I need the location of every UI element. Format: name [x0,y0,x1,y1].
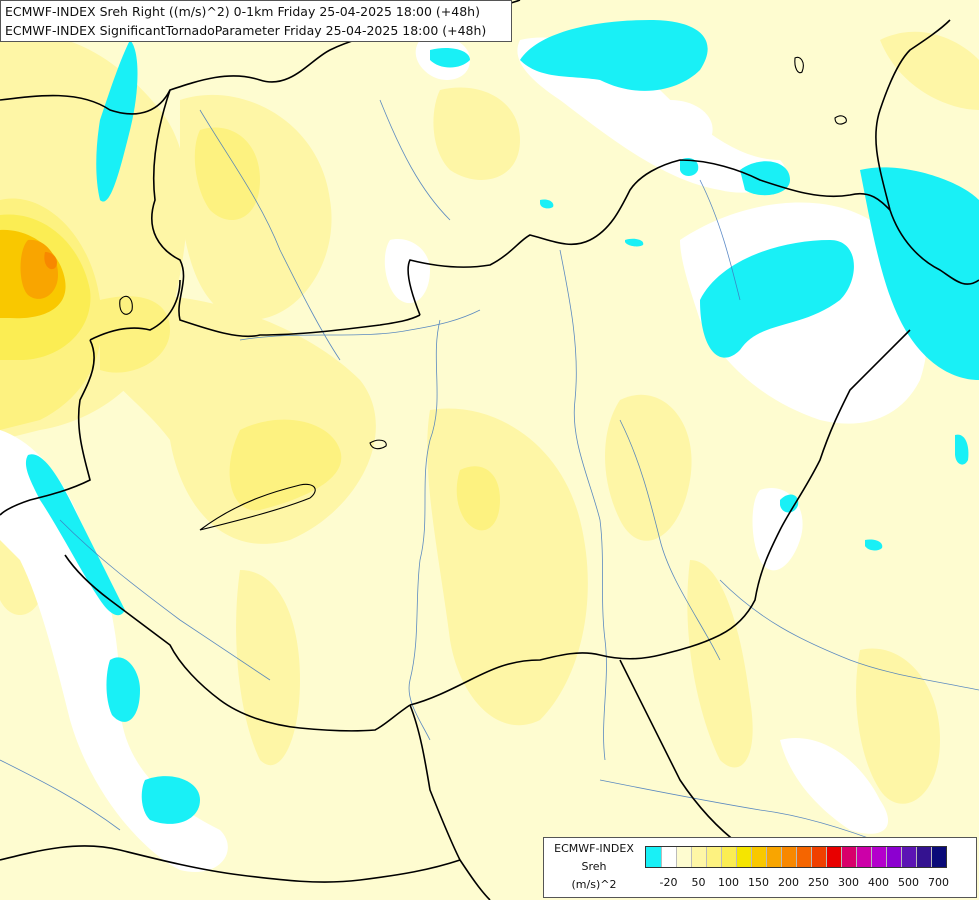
legend-swatch [826,847,841,867]
sreh-field-orange [0,214,91,360]
legend-tick-label: 200 [778,876,799,889]
legend-swatch [706,847,721,867]
legend-tick-label: 100 [718,876,739,889]
legend-swatch [871,847,886,867]
legend-swatch [646,847,661,867]
legend-tick-label: 150 [748,876,769,889]
legend-swatch [886,847,901,867]
legend-title-line-1: ECMWF-INDEX [554,842,634,855]
legend-swatch [901,847,916,867]
legend-tick-label: 400 [868,876,889,889]
legend-swatch [751,847,766,867]
legend-tick-label: -20 [659,876,678,889]
legend-tick-label: 700 [928,876,949,889]
legend-swatch [916,847,931,867]
legend-swatch [766,847,781,867]
legend-color-scale [645,846,947,868]
legend-tick-label: 500 [898,876,919,889]
legend-swatch [796,847,811,867]
legend-title-line-2: Sreh [581,860,607,873]
legend-swatch [721,847,736,867]
legend-swatch [841,847,856,867]
rivers [0,99,979,851]
legend-swatch [661,847,676,867]
legend-swatch [736,847,751,867]
map-title-line-1: ECMWF-INDEX Sreh Right ((m/s)^2) 0-1km F… [5,4,480,19]
legend-swatch [856,847,871,867]
legend-swatch [811,847,826,867]
legend-tick-label: 50 [691,876,706,889]
legend-swatch [781,847,796,867]
map-title-line-2: ECMWF-INDEX SignificantTornadoParameter … [5,23,487,38]
legend-tick-label: 300 [838,876,859,889]
legend-tick-label: 250 [808,876,829,889]
legend-swatch [691,847,706,867]
legend-title-line-3: (m/s)^2 [571,878,617,891]
legend-swatch [676,847,691,867]
sreh-field-cyan [25,20,979,824]
map-title-box: ECMWF-INDEX Sreh Right ((m/s)^2) 0-1km F… [0,0,512,42]
color-legend: ECMWF-INDEX Sreh (m/s)^2 -20 50 100 150 200 2… [543,837,977,898]
legend-swatch [931,847,946,867]
lake-outlines [119,56,847,531]
